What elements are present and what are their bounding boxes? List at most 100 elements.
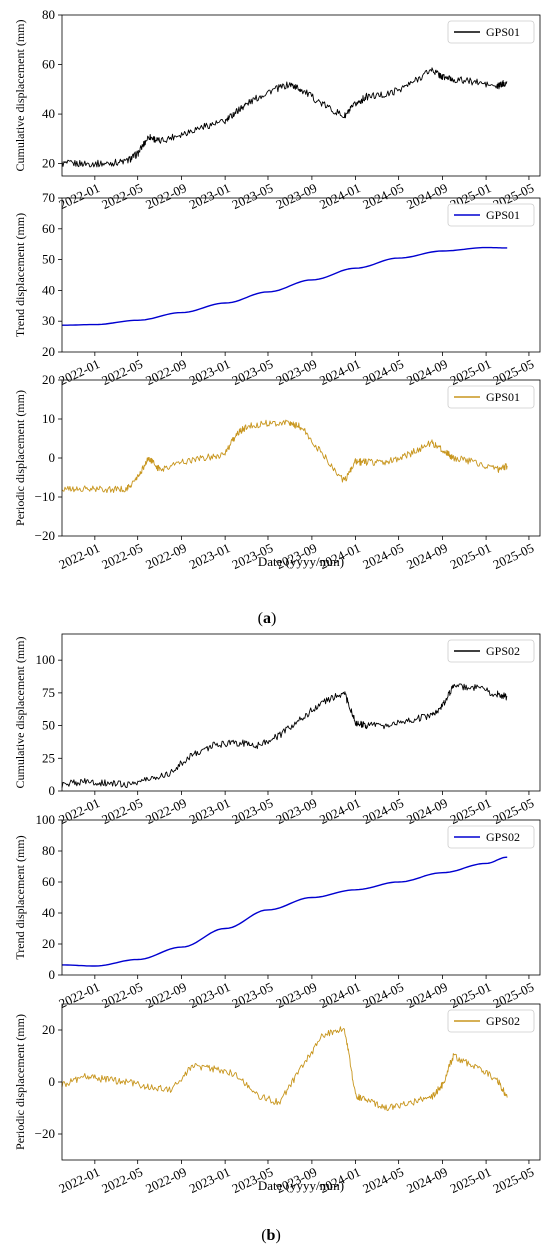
x-tick-label: 2023-05: [230, 180, 276, 212]
legend-box: [447, 203, 535, 227]
x-tick-label: 2022-05: [99, 356, 145, 388]
x-tick-label: 2024-05: [360, 1164, 406, 1196]
x-tick-label: 2024-09: [404, 1164, 450, 1196]
x-tick-label: 2024-09: [404, 795, 450, 827]
y-axis-label: Trend displacement (mm): [13, 213, 27, 337]
x-tick-label: 2023-09: [274, 356, 320, 388]
x-tick-label: 2023-05: [230, 979, 276, 1011]
y-tick-label: 50: [42, 252, 55, 267]
x-tick-label: 2024-01: [317, 356, 363, 388]
legend-label: GPS01: [486, 390, 520, 404]
chart-panel-2: 20 30 40 50 60 70 2022-012022-052022-092023-01…: [13, 190, 541, 388]
series-line-gps01: [62, 246, 508, 326]
y-tick-label: −20: [35, 1126, 55, 1141]
x-tick-label: 2024-01: [317, 795, 363, 827]
y-axis-label: Cumulative displacement (mm): [13, 20, 27, 172]
plot-frame: [61, 819, 541, 976]
x-tick-label: 2022-05: [99, 795, 145, 827]
x-tick-label: 2022-01: [56, 356, 102, 388]
legend: GPS02: [447, 639, 535, 663]
series-line-gps01: [61, 419, 508, 494]
chart-panel-5: 0 20 40 60 80 100 2022-012022-052022-092023-01…: [13, 812, 541, 1011]
x-tick-label: 2023-09: [274, 979, 320, 1011]
caption-a: (a): [258, 610, 277, 627]
x-tick-label: 2023-01: [187, 1164, 233, 1196]
series-line-gps02: [62, 856, 508, 967]
series-line-gps01: [61, 67, 508, 168]
x-tick-label: 2022-05: [99, 180, 145, 212]
x-axis-label: Date (yyyy/mm): [258, 554, 344, 569]
series-line-gps02: [61, 683, 508, 788]
y-tick-label: 0: [49, 1074, 56, 1089]
caption-b: (b): [261, 1227, 281, 1244]
x-tick-label: 2022-09: [143, 979, 189, 1011]
legend-box: [447, 385, 535, 409]
x-tick-label: 2025-05: [491, 795, 537, 827]
x-tick-label: 2022-05: [99, 540, 145, 572]
y-tick-label: 50: [42, 718, 55, 733]
x-axis-label: Date (yyyy/mm): [258, 1178, 344, 1193]
y-tick-label: 25: [42, 750, 55, 765]
y-tick-label: 70: [42, 190, 55, 205]
y-tick-label: 40: [42, 905, 55, 920]
y-tick-label: 60: [42, 221, 55, 236]
y-axis-label: Periodic displacement (mm): [13, 1014, 27, 1150]
legend: GPS02: [447, 1009, 535, 1033]
y-tick-label: 20: [42, 372, 55, 387]
chart-panel-4: 02550751002022-012022-052022-092023-0120…: [13, 633, 541, 827]
legend-label: GPS01: [486, 208, 520, 222]
y-tick-label: 60: [42, 874, 55, 889]
x-tick-label: 2023-01: [187, 979, 233, 1011]
legend-label: GPS01: [486, 25, 520, 39]
x-tick-label: 2022-01: [56, 795, 102, 827]
x-tick-label: 2023-09: [274, 180, 320, 212]
plot-frame: [61, 633, 541, 792]
x-tick-label: 2022-09: [143, 1164, 189, 1196]
y-tick-label: 40: [42, 106, 55, 121]
x-tick-label: 2025-05: [491, 356, 537, 388]
x-tick-label: 2023-09: [274, 795, 320, 827]
legend-box: [447, 825, 535, 849]
y-tick-label: 100: [36, 652, 56, 667]
x-tick-label: 2022-09: [143, 795, 189, 827]
legend-label: GPS02: [486, 1014, 520, 1028]
chart-panel-1: 204060802022-012022-052022-092023-012023…: [13, 7, 541, 212]
x-tick-label: 2023-01: [187, 795, 233, 827]
y-tick-label: 20: [42, 156, 55, 171]
plot-frame: [61, 1003, 541, 1161]
y-tick-label: 100: [36, 812, 56, 827]
y-tick-label: 80: [42, 7, 55, 22]
y-tick-label: 40: [42, 282, 55, 297]
legend-box: [447, 20, 535, 44]
x-tick-label: 2025-01: [448, 979, 494, 1011]
x-tick-label: 2023-01: [187, 540, 233, 572]
x-tick-label: 2024-05: [360, 795, 406, 827]
x-tick-label: 2023-01: [187, 356, 233, 388]
chart-panel-6: −200202022-012022-052022-092023-012023-0…: [13, 1003, 541, 1196]
y-tick-label: 20: [42, 936, 55, 951]
legend: GPS02: [447, 825, 535, 849]
y-axis-label: Trend displacement (mm): [13, 835, 27, 959]
x-tick-label: 2025-01: [448, 356, 494, 388]
legend-label: GPS02: [486, 644, 520, 658]
x-tick-label: 2022-05: [99, 979, 145, 1011]
x-tick-label: 2022-01: [56, 1164, 102, 1196]
legend-label: GPS02: [486, 830, 520, 844]
x-tick-label: 2023-05: [230, 795, 276, 827]
y-tick-label: 80: [42, 843, 55, 858]
x-tick-label: 2024-09: [404, 180, 450, 212]
x-tick-label: 2022-01: [56, 540, 102, 572]
y-tick-label: 0: [49, 450, 56, 465]
y-axis-label: Cumulative displacement (mm): [13, 637, 27, 789]
x-tick-label: 2022-09: [143, 180, 189, 212]
y-tick-label: 60: [42, 57, 55, 72]
y-tick-label: 0: [49, 783, 56, 798]
x-tick-label: 2024-09: [404, 356, 450, 388]
x-tick-label: 2024-05: [360, 180, 406, 212]
x-tick-label: 2022-01: [56, 979, 102, 1011]
y-tick-label: −20: [35, 528, 55, 543]
y-tick-label: 0: [49, 967, 56, 982]
y-axis-label: Periodic displacement (mm): [13, 390, 27, 526]
x-tick-label: 2025-01: [448, 1164, 494, 1196]
